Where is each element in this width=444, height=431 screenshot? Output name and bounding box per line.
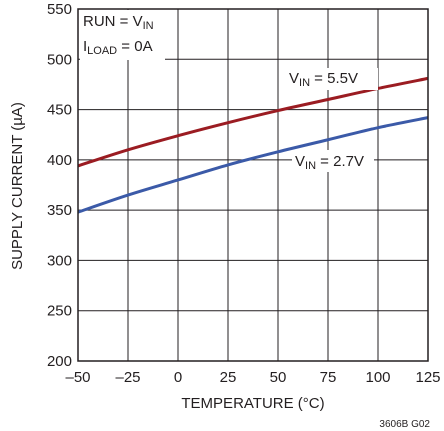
x-tick-label: –25 [115, 369, 140, 386]
y-tick-label: 250 [47, 303, 72, 320]
x-tick-label: 125 [415, 369, 440, 386]
series-line-vin-5v5 [77, 76, 429, 168]
x-tick-label: 100 [365, 369, 390, 386]
conditions-line-1: RUN = VIN [83, 13, 154, 32]
x-axis-title: TEMPERATURE (°C) [181, 395, 324, 412]
y-axis-title: SUPPLY CURRENT (µA) [9, 102, 26, 270]
x-tick-label: 75 [320, 369, 337, 386]
series-label-bg-5v5 [286, 68, 378, 90]
grid [78, 9, 428, 361]
y-tick-label: 550 [47, 1, 72, 18]
y-tick-label: 450 [47, 102, 72, 119]
x-tick-label: 25 [220, 369, 237, 386]
series-label-5v5: VIN = 5.5V [289, 70, 358, 89]
x-tick-label: –50 [65, 369, 90, 386]
conditions-line-2: ILOAD = 0A [83, 38, 153, 57]
x-tick-label: 50 [270, 369, 287, 386]
x-tick-label: 0 [174, 369, 182, 386]
plot-frame [77, 8, 429, 362]
conditions-box [80, 10, 165, 60]
figure-id: 3606B G02 [379, 419, 430, 430]
y-tick-label: 350 [47, 202, 72, 219]
y-tick-label: 300 [47, 252, 72, 269]
tick-labels: –50 –25 0 25 50 75 100 125 200 250 300 350 400 450 500… [47, 1, 441, 386]
series-label-bg-2v7 [292, 150, 374, 172]
y-tick-label: 400 [47, 152, 72, 169]
y-tick-label: 200 [47, 353, 72, 370]
y-tick-label: 500 [47, 51, 72, 68]
series-layer [77, 76, 429, 214]
series-line-vin-2v7 [77, 116, 429, 214]
series-label-2v7: VIN = 2.7V [295, 153, 364, 172]
